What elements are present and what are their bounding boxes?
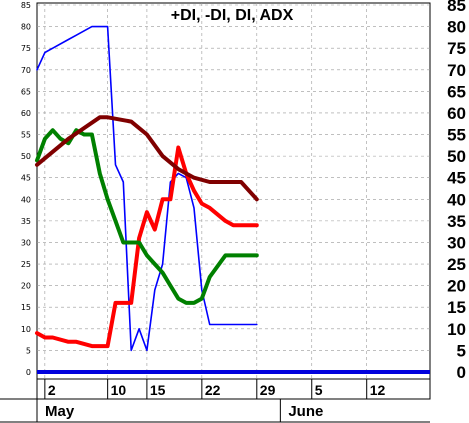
y-tick-label-left: 85 <box>21 1 31 10</box>
y-tick-label-right: 65 <box>447 82 466 101</box>
series-line-blue <box>36 25 258 352</box>
y-tick-label-right: 85 <box>447 0 466 15</box>
x-tick-label: 5 <box>315 382 323 398</box>
x-tick-label: 15 <box>150 382 166 398</box>
y-tick-label-left: 50 <box>21 152 31 161</box>
y-tick-label-left: 45 <box>21 174 31 183</box>
y-tick-label-right: 40 <box>447 190 466 209</box>
y-tick-label-right: 60 <box>447 104 466 123</box>
y-tick-label-right: 5 <box>457 341 466 360</box>
y-tick-label-left: 70 <box>21 66 31 75</box>
month-label: June <box>288 403 323 420</box>
y-tick-label-right: 55 <box>447 126 466 145</box>
y-tick-label-right: 15 <box>447 298 466 317</box>
y-tick-label-left: 65 <box>21 87 31 96</box>
x-tick-label: 2 <box>48 382 56 398</box>
y-tick-label-left: 55 <box>21 131 31 140</box>
y-tick-label-left: 75 <box>21 44 31 53</box>
x-tick-label: 22 <box>205 382 221 398</box>
y-tick-label-left: 15 <box>21 303 31 312</box>
y-tick-label-left: 10 <box>21 325 31 334</box>
y-tick-label-left: 30 <box>21 238 31 247</box>
y-tick-label-right: 10 <box>447 320 466 339</box>
x-tick-label: 10 <box>111 382 127 398</box>
y-tick-label-left: 35 <box>21 217 31 226</box>
x-tick-label: 29 <box>260 382 276 398</box>
plot-border <box>36 2 431 400</box>
series-line-red <box>35 145 259 349</box>
y-tick-label-left: 40 <box>21 195 31 204</box>
grid-lines <box>37 3 430 379</box>
y-tick-label-right: 30 <box>447 233 466 252</box>
y-tick-label-right: 70 <box>447 61 466 80</box>
y-tick-label-right: 25 <box>447 255 466 274</box>
y-tick-label-right: 75 <box>447 39 466 58</box>
y-tick-label-left: 60 <box>21 109 31 118</box>
y-tick-label-left: 0 <box>26 368 31 377</box>
y-tick-label-right: 0 <box>457 363 466 382</box>
chart-frame <box>0 2 431 423</box>
y-tick-label-right: 80 <box>447 18 466 37</box>
x-tick-label: 12 <box>370 382 386 398</box>
y-tick-label-right: 50 <box>447 147 466 166</box>
y-tick-label-left: 20 <box>21 282 31 291</box>
series-lines <box>35 25 430 374</box>
chart-title: +DI, -DI, DI, ADX <box>171 7 294 24</box>
series-line-darkred <box>35 115 259 202</box>
y-tick-label-left: 80 <box>21 23 31 32</box>
month-label: May <box>45 403 75 420</box>
y-tick-label-right: 45 <box>447 169 466 188</box>
y-tick-label-right: 35 <box>447 212 466 231</box>
y-tick-label-left: 25 <box>21 260 31 269</box>
series-line-green <box>35 128 259 305</box>
y-tick-label-right: 20 <box>447 277 466 296</box>
y-tick-label-left: 5 <box>26 346 31 355</box>
